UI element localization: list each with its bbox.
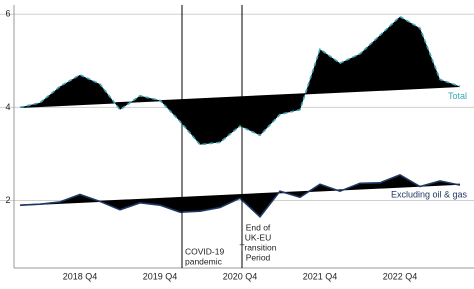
y-tick-label: 2 xyxy=(5,195,10,205)
y-tick-label: 6 xyxy=(5,9,10,19)
x-tick-label: 2022 Q4 xyxy=(383,271,418,281)
annotation-text: UK-EU xyxy=(245,232,271,242)
annotation-text: COVID-19 xyxy=(185,246,224,256)
deviation-area xyxy=(20,16,460,145)
y-tick-label: 4 xyxy=(5,102,10,112)
annotation-text: Period xyxy=(246,252,271,262)
annotation-text: Transition xyxy=(239,242,276,252)
trend-line xyxy=(19,183,461,206)
annotation-text: End of xyxy=(246,222,271,232)
series-line xyxy=(19,15,461,146)
series-label: Total xyxy=(448,91,467,101)
x-tick-label: 2018 Q4 xyxy=(63,271,98,281)
x-tick-label: 2020 Q4 xyxy=(223,271,258,281)
x-tick-label: 2019 Q4 xyxy=(143,271,178,281)
series-label: Excluding oil & gas xyxy=(391,190,468,200)
annotation-text: pandemic xyxy=(185,256,223,266)
x-tick-label: 2021 Q4 xyxy=(303,271,338,281)
series-line xyxy=(19,174,461,218)
trend-line xyxy=(19,85,461,109)
